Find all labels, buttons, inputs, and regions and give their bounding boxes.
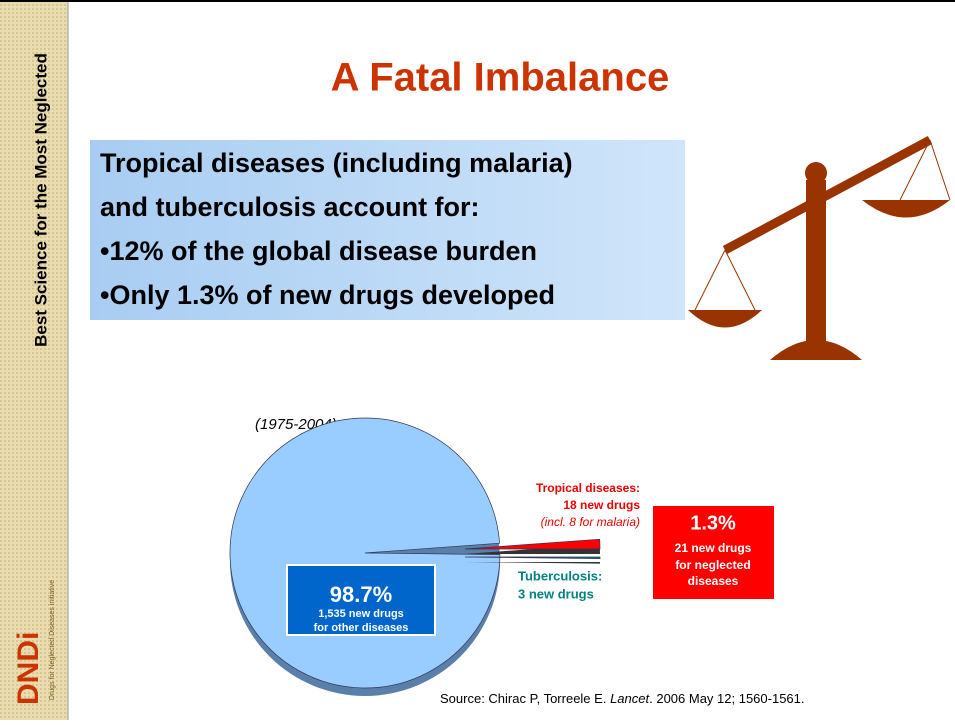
- source-journal: Lancet: [610, 691, 650, 706]
- source-text: Source: Chirac P, Torreele E.: [440, 691, 610, 706]
- sidebar-text: Best Science for the Most Neglected: [31, 53, 50, 347]
- neglected-label: 21 new drugs: [675, 541, 752, 555]
- tropical-label: 18 new drugs: [563, 498, 640, 512]
- box-line: •Only 1.3% of new drugs developed: [100, 280, 555, 310]
- tropical-label: Tropical diseases:: [536, 481, 640, 495]
- neglected-label: for neglected: [675, 558, 750, 572]
- tb-label: 3 new drugs: [518, 586, 594, 601]
- other-label: for other diseases: [314, 622, 409, 634]
- logo: DNDi: [12, 632, 45, 705]
- slide: Best Science for the Most Neglected DNDi…: [0, 0, 955, 720]
- source: Source: Chirac P, Torreele E. Lancet. 20…: [440, 691, 805, 706]
- box-line: Tropical diseases (including malaria): [100, 148, 573, 178]
- neglected-label: diseases: [688, 574, 739, 588]
- title: A Fatal Imbalance: [331, 56, 670, 100]
- tropical-label: (incl. 8 for malaria): [541, 515, 640, 529]
- neglected-label: 1.3%: [690, 512, 736, 534]
- source-text: . 2006 May 12; 1560-1561.: [649, 691, 804, 706]
- box-line: and tuberculosis account for:: [100, 192, 480, 222]
- logo-tagline: Drugs for Neglected Diseases initiative: [49, 580, 56, 700]
- box-line: •12% of the global disease burden: [100, 236, 537, 266]
- other-label: 1,535 new drugs: [318, 608, 404, 620]
- tb-label: Tuberculosis:: [518, 568, 602, 583]
- other-label: 98.7%: [330, 582, 392, 607]
